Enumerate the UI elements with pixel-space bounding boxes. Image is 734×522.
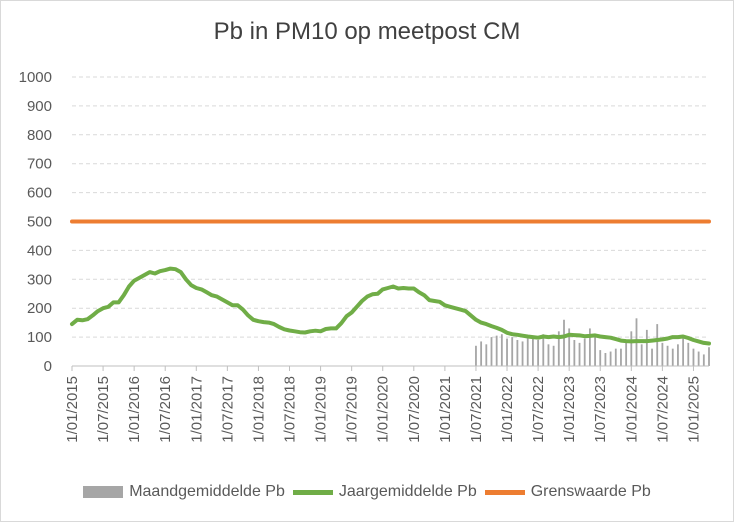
x-tick-label: 1/07/2019 — [344, 376, 361, 443]
y-tick-label: 400 — [27, 242, 52, 259]
legend-swatch-line — [484, 489, 525, 495]
bar-maandgemiddelde — [485, 344, 488, 366]
bar-maandgemiddelde — [542, 334, 545, 366]
legend: Maandgemiddelde Pb Jaargemiddelde Pb Gre… — [0, 480, 734, 504]
x-axis-ticks: 1/01/2015 1/07/2015 1/01/2016 1/07/2016 1/01… — [64, 366, 702, 443]
legend-item-jaargemiddelde: Jaargemiddelde Pb — [292, 483, 477, 501]
bar-maandgemiddelde — [475, 345, 477, 366]
bar-maandgemiddelde — [526, 338, 529, 366]
legend-label-jaargemiddelde: Jaargemiddelde Pb — [338, 483, 477, 500]
bar-maandgemiddelde — [620, 348, 622, 366]
x-tick-label: 1/07/2017 — [219, 376, 236, 443]
bar-maandgemiddelde — [506, 338, 508, 366]
legend-swatch-line — [292, 489, 333, 495]
x-tick-label: 1/01/2022 — [499, 376, 516, 443]
bar-maandgemiddelde — [532, 337, 534, 366]
bar-maandgemiddelde — [573, 339, 576, 366]
y-tick-label: 600 — [27, 185, 52, 202]
x-tick-label: 1/01/2018 — [250, 376, 267, 443]
x-tick-label: 1/07/2018 — [282, 376, 299, 443]
bar-maandgemiddelde — [609, 351, 612, 366]
bar-maandgemiddelde — [537, 339, 540, 366]
x-tick-label: 1/01/2020 — [375, 376, 392, 443]
x-tick-label: 1/01/2015 — [64, 376, 81, 443]
bar-maandgemiddelde — [625, 339, 628, 366]
x-tick-label: 1/01/2017 — [188, 376, 205, 443]
bar-maandgemiddelde — [666, 345, 669, 366]
bar-maandgemiddelde — [640, 344, 643, 366]
bar-maandgemiddelde — [702, 354, 705, 366]
series-lines — [70, 219, 711, 346]
bar-maandgemiddelde — [521, 341, 524, 366]
bar-maandgemiddelde — [568, 328, 571, 366]
x-tick-label: 1/01/2023 — [561, 376, 578, 443]
x-tick-label: 1/07/2024 — [654, 376, 671, 443]
bar-maandgemiddelde — [547, 344, 550, 366]
bar-maandgemiddelde — [495, 335, 498, 366]
bar-maandgemiddelde — [682, 338, 685, 366]
bar-maandgemiddelde — [583, 338, 586, 366]
y-tick-label: 800 — [27, 127, 52, 144]
x-tick-label: 1/01/2019 — [313, 376, 330, 443]
bar-maandgemiddelde — [563, 319, 565, 366]
bar-maandgemiddelde — [557, 331, 560, 366]
bar-maandgemiddelde — [516, 339, 519, 366]
bar-maandgemiddelde — [500, 334, 503, 366]
legend-item-maandgemiddelde: Maandgemiddelde Pb — [83, 483, 285, 501]
bar-maandgemiddelde — [651, 348, 653, 366]
legend-label-grenswaarde: Grenswaarde Pb — [530, 483, 651, 500]
legend-swatch-bar — [83, 486, 124, 498]
legend-label-maandgemiddelde: Maandgemiddelde Pb — [129, 483, 285, 500]
x-tick-label: 1/07/2023 — [592, 376, 609, 443]
y-tick-label: 1000 — [19, 69, 52, 86]
gridlines — [72, 76, 709, 338]
bar-maandgemiddelde — [692, 348, 695, 366]
x-tick-label: 1/07/2022 — [530, 376, 547, 443]
bar-maandgemiddelde — [599, 350, 602, 366]
bar-maandgemiddelde — [480, 341, 483, 366]
bar-maandgemiddelde — [511, 337, 514, 366]
bar-maandgemiddelde — [630, 331, 633, 366]
bar-maandgemiddelde — [671, 348, 674, 366]
x-tick-label: 1/07/2020 — [406, 376, 423, 443]
bar-maandgemiddelde — [661, 342, 664, 366]
y-tick-label: 200 — [27, 300, 52, 317]
bars-maandgemiddelde — [475, 318, 710, 366]
x-tick-label: 1/01/2016 — [126, 376, 143, 443]
bar-maandgemiddelde — [614, 348, 617, 366]
x-tick-label: 1/07/2021 — [468, 376, 485, 443]
y-tick-label: 900 — [27, 98, 52, 115]
bar-maandgemiddelde — [604, 352, 607, 366]
y-tick-label: 500 — [27, 214, 52, 231]
bar-maandgemiddelde — [697, 351, 700, 366]
bar-maandgemiddelde — [490, 337, 493, 366]
x-tick-label: 1/01/2024 — [623, 376, 640, 443]
y-tick-label: 700 — [27, 156, 52, 173]
bar-maandgemiddelde — [594, 337, 596, 366]
bar-maandgemiddelde — [656, 324, 659, 366]
bar-maandgemiddelde — [677, 344, 679, 366]
y-tick-label: 300 — [27, 271, 52, 288]
line-jaargemiddelde — [70, 266, 711, 346]
x-tick-label: 1/07/2016 — [157, 376, 174, 443]
x-tick-label: 1/01/2025 — [685, 376, 702, 443]
y-tick-label: 0 — [44, 358, 52, 375]
x-tick-label: 1/07/2015 — [95, 376, 112, 443]
bar-maandgemiddelde — [645, 329, 648, 366]
chart-title: Pb in PM10 op meetpost CM — [213, 18, 521, 45]
bar-maandgemiddelde — [687, 342, 690, 366]
x-tick-label: 1/01/2021 — [437, 376, 454, 443]
y-tick-label: 100 — [27, 329, 52, 346]
y-axis-ticks: 0 100 200 300 400 500 600 700 800 900 1000 — [19, 69, 52, 375]
bar-maandgemiddelde — [588, 328, 591, 366]
bar-maandgemiddelde — [708, 347, 710, 366]
legend-item-grenswaarde: Grenswaarde Pb — [484, 483, 651, 501]
bar-maandgemiddelde — [578, 342, 581, 366]
bar-maandgemiddelde — [552, 345, 555, 366]
